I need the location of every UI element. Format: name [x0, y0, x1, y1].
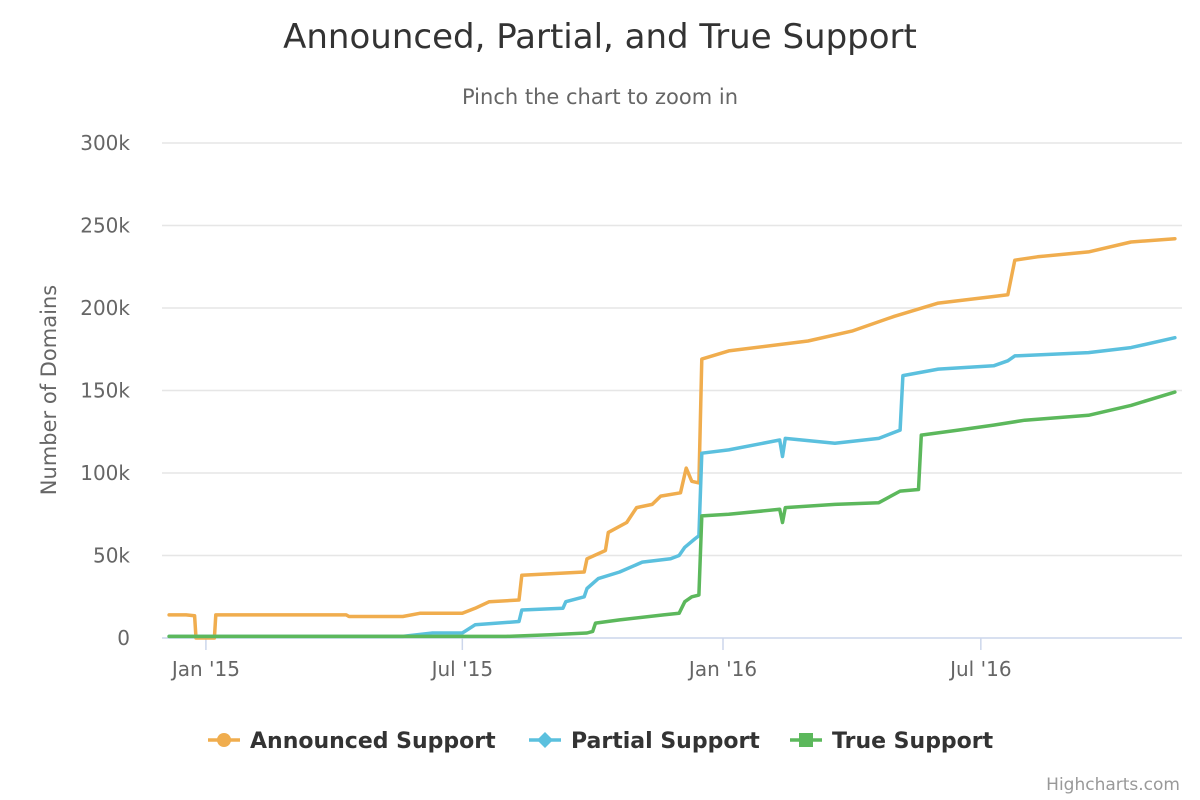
- y-tick-label: 50k: [93, 544, 130, 568]
- series-line-partial-support[interactable]: [167, 335, 1177, 639]
- gridlines: [162, 142, 1182, 557]
- x-tick-label: Jul '16: [948, 657, 1011, 681]
- legend-diamond-marker: [537, 732, 553, 748]
- legend: Announced Support Partial Support True Sup…: [208, 729, 994, 754]
- legend-label: True Support: [832, 729, 994, 754]
- x-tick-label: Jan '16: [687, 657, 757, 681]
- chart-subtitle: Pinch the chart to zoom in: [462, 85, 738, 109]
- legend-label: Partial Support: [571, 729, 760, 754]
- y-tick-label: 150k: [80, 379, 130, 403]
- series-line-announced-support[interactable]: [167, 236, 1177, 640]
- legend-item-true-support[interactable]: True Support: [790, 729, 994, 754]
- y-tick-label: 100k: [80, 461, 130, 485]
- y-tick-label: 0: [117, 626, 130, 650]
- y-axis: 0 50k 100k 150k 200k 250k 300k: [80, 131, 130, 650]
- y-tick-label: 250k: [80, 214, 130, 238]
- legend-circle-marker: [217, 733, 231, 747]
- y-tick-label: 300k: [80, 131, 130, 155]
- x-tick-label: Jan '15: [170, 657, 240, 681]
- chart-title: Announced, Partial, and True Support: [283, 17, 917, 57]
- legend-square-marker: [799, 733, 813, 747]
- y-tick-label: 200k: [80, 296, 130, 320]
- legend-item-announced-support[interactable]: Announced Support: [208, 729, 496, 754]
- series-group[interactable]: [167, 236, 1177, 640]
- credits-link[interactable]: Highcharts.com: [1046, 775, 1180, 795]
- legend-item-partial-support[interactable]: Partial Support: [529, 729, 760, 754]
- legend-label: Announced Support: [250, 729, 496, 754]
- x-axis: Jan '15 Jul '15 Jan '16 Jul '16: [162, 637, 1182, 681]
- series-line-true-support[interactable]: [167, 390, 1177, 639]
- y-axis-title: Number of Domains: [37, 285, 61, 495]
- x-tick-label: Jul '15: [430, 657, 493, 681]
